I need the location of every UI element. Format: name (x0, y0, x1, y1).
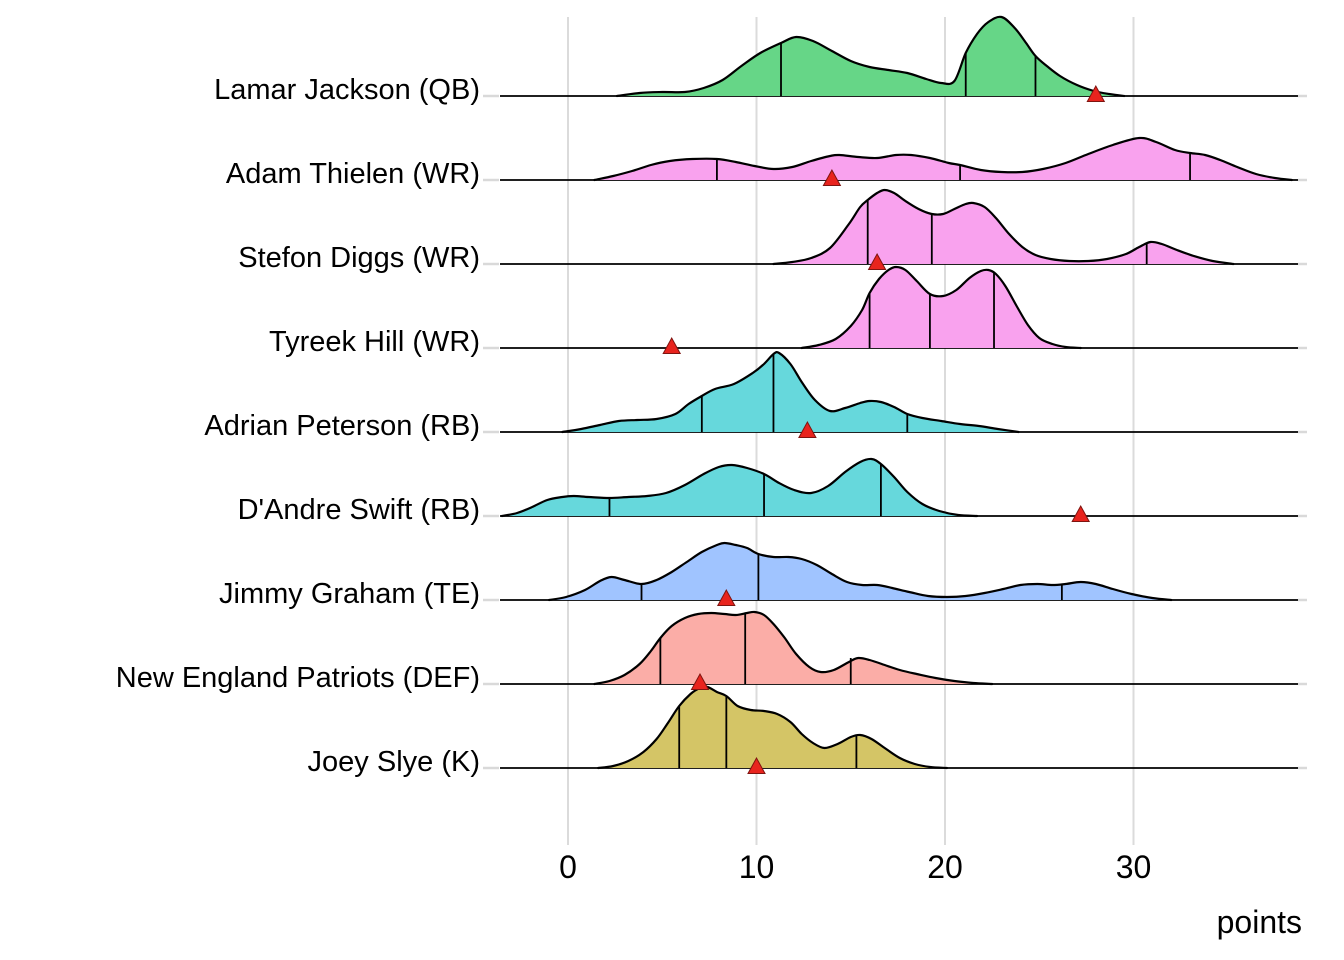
row-label: Adam Thielen (WR) (226, 158, 480, 190)
density-outline (597, 685, 948, 770)
density-area (594, 611, 993, 684)
ridge-row: D'Andre Swift (RB) (238, 457, 1307, 526)
x-tick-label: 20 (927, 849, 963, 885)
x-tick-label: 10 (739, 849, 775, 885)
actual-points-markers (662, 84, 1106, 774)
density-area (562, 352, 1019, 432)
density-area (773, 190, 1234, 264)
density-outline (548, 541, 1173, 602)
actual-points-marker (1071, 504, 1091, 522)
x-axis: 0 10 20 30 points (559, 849, 1302, 940)
x-tick-label: 30 (1116, 849, 1152, 885)
row-label: D'Andre Swift (RB) (238, 494, 480, 526)
ridge-row: Jimmy Graham (TE) (219, 541, 1307, 610)
actual-points-marker (690, 672, 710, 690)
ridge-row: Lamar Jackson (QB) (214, 15, 1307, 106)
row-label: Joey Slye (K) (308, 746, 480, 778)
ridge-row: Adrian Peterson (RB) (204, 351, 1307, 442)
ridge-row: New England Patriots (DEF) (116, 610, 1307, 694)
density-outline (800, 265, 1082, 350)
actual-points-marker (798, 420, 817, 438)
ridge-row: Stefon Diggs (WR) (238, 188, 1307, 274)
ridge-row: Adam Thielen (WR) (226, 136, 1307, 190)
density-outline (561, 351, 1020, 434)
row-label: New England Patriots (DEF) (116, 662, 480, 694)
density-area (598, 686, 947, 768)
density-outline (500, 457, 979, 518)
density-outline (593, 136, 1293, 182)
actual-points-marker (822, 168, 842, 186)
row-label: Lamar Jackson (QB) (214, 74, 480, 106)
actual-points-marker (662, 336, 682, 354)
density-area (502, 458, 977, 516)
density-outline (615, 15, 1126, 98)
row-label: Tyreek Hill (WR) (269, 326, 480, 358)
row-label: Stefon Diggs (WR) (238, 242, 480, 274)
x-tick-label: 0 (559, 849, 577, 885)
density-outline (593, 610, 994, 686)
x-axis-label: points (1217, 904, 1302, 940)
actual-points-marker (1086, 84, 1106, 102)
density-area (617, 16, 1125, 97)
actual-points-marker (867, 252, 887, 270)
row-label: Jimmy Graham (TE) (219, 578, 480, 610)
density-area (801, 267, 1081, 348)
actual-points-marker (716, 588, 736, 606)
ridge-row: Tyreek Hill (WR) (269, 265, 1307, 358)
density-outline (772, 188, 1235, 266)
actual-points-marker (747, 756, 766, 774)
ridge-row: Joey Slye (K) (308, 685, 1307, 778)
density-area (549, 543, 1172, 600)
row-label: Adrian Peterson (RB) (204, 410, 480, 442)
